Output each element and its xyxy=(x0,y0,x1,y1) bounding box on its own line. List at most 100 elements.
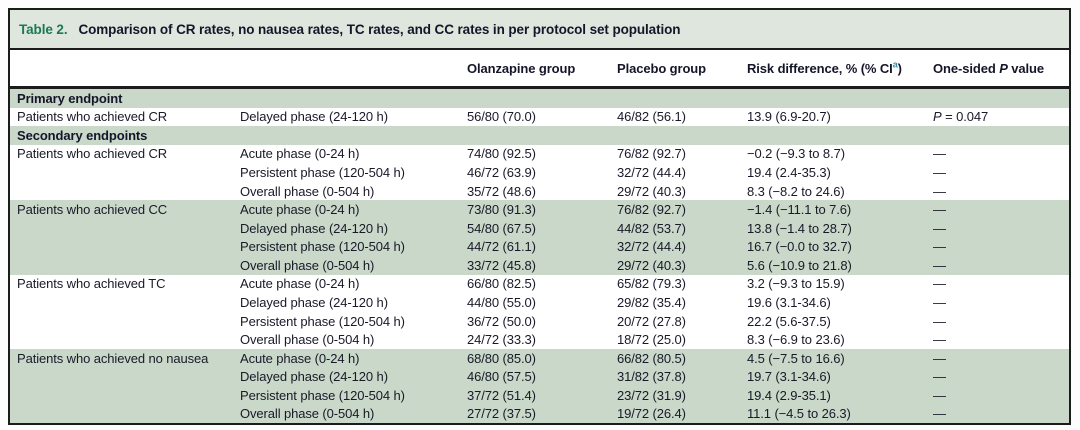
risk-difference-cell: 19.4 (2.4-35.3) xyxy=(747,165,831,181)
table-row: Delayed phase (24-120 h) 46/80 (57.5) 31/8… xyxy=(10,367,1069,386)
p-value-cell: — xyxy=(933,257,946,273)
p-value-cell: — xyxy=(933,146,946,162)
placebo-cell: 65/82 (79.3) xyxy=(617,276,686,292)
olanzapine-cell: 35/72 (48.6) xyxy=(467,183,536,199)
table-rows: Primary endpoint Patients who achieved CR… xyxy=(10,89,1069,424)
phase-cell: Persistent phase (120-504 h) xyxy=(240,165,405,181)
risk-difference-cell: −1.4 (−11.1 to 7.6) xyxy=(747,202,852,218)
placebo-cell: 32/72 (44.4) xyxy=(617,165,686,181)
p-value-cell: — xyxy=(933,183,946,199)
risk-difference-cell: 19.4 (2.9-35.1) xyxy=(747,387,831,403)
header-p-pre: One-sided xyxy=(933,60,1000,76)
header-p-post: value xyxy=(1007,60,1045,76)
risk-difference-cell: 3.2 (−9.3 to 15.9) xyxy=(747,276,845,292)
placebo-cell: 20/72 (27.8) xyxy=(617,313,686,329)
placebo-cell: 31/82 (37.8) xyxy=(617,369,686,385)
p-value-cell: — xyxy=(933,220,946,236)
phase-cell: Persistent phase (120-504 h) xyxy=(240,239,405,255)
olanzapine-cell: 33/72 (45.8) xyxy=(467,257,536,273)
placebo-cell: 66/82 (80.5) xyxy=(617,350,686,366)
table-row: Delayed phase (24-120 h) 54/80 (67.5) 44/8… xyxy=(10,218,1069,238)
table-row: Patients who achieved CR Delayed phase (2… xyxy=(10,107,1069,127)
table-row: Patients who achieved CC Acute phase (0-2… xyxy=(10,200,1069,219)
olanzapine-cell: 24/72 (33.3) xyxy=(467,332,536,348)
p-value-cell: — xyxy=(933,350,946,366)
risk-difference-cell: 19.7 (3.1-34.6) xyxy=(747,369,831,385)
olanzapine-cell: 56/80 (70.0) xyxy=(467,109,536,125)
risk-difference-cell: 4.5 (−7.5 to 16.6) xyxy=(747,350,845,366)
table-2: Table 2. Comparison of CR rates, no naus… xyxy=(8,8,1071,425)
header-risk-close: ) xyxy=(897,60,902,76)
header-risk-difference: Risk difference, % (% CIa) xyxy=(747,61,933,76)
header-row: Olanzapine group Placebo group Risk diff… xyxy=(10,50,1069,89)
risk-difference-cell: 13.8 (−1.4 to 28.7) xyxy=(747,220,852,236)
phase-cell: Overall phase (0-504 h) xyxy=(240,406,375,422)
placebo-cell: 32/72 (44.4) xyxy=(617,239,686,255)
phase-cell: Overall phase (0-504 h) xyxy=(240,183,375,199)
p-value-cell: — xyxy=(933,276,946,292)
p-value-cell: — xyxy=(933,165,946,181)
placebo-cell: 44/82 (53.7) xyxy=(617,220,686,236)
table-row: Patients who achieved no nausea Acute pha… xyxy=(10,348,1069,368)
section-label: Secondary endpoints xyxy=(17,127,148,143)
risk-difference-cell: 22.2 (5.6-37.5) xyxy=(747,313,831,329)
table-row: Persistent phase (120-504 h) 37/72 (51.4)… xyxy=(10,386,1069,405)
olanzapine-cell: 37/72 (51.4) xyxy=(467,387,536,403)
table-row: Delayed phase (24-120 h) 44/80 (55.0) 29/8… xyxy=(10,293,1069,312)
table-row: Persistent phase (120-504 h) 44/72 (61.1)… xyxy=(10,237,1069,257)
placebo-cell: 29/82 (35.4) xyxy=(617,294,686,310)
olanzapine-cell: 27/72 (37.5) xyxy=(467,406,536,422)
endpoint-cell: Patients who achieved TC xyxy=(17,276,166,292)
endpoint-cell: Patients who achieved CR xyxy=(17,146,168,162)
p-value-cell: — xyxy=(933,406,946,422)
table-number: Table 2. xyxy=(19,21,68,37)
placebo-cell: 19/72 (26.4) xyxy=(617,406,686,422)
phase-cell: Overall phase (0-504 h) xyxy=(240,257,375,273)
risk-difference-cell: 16.7 (−0.0 to 32.7) xyxy=(747,239,852,255)
placebo-cell: 29/72 (40.3) xyxy=(617,183,686,199)
olanzapine-cell: 66/80 (82.5) xyxy=(467,276,536,292)
phase-cell: Persistent phase (120-504 h) xyxy=(240,387,405,403)
endpoint-cell: Patients who achieved no nausea xyxy=(17,350,209,366)
p-value-cell: — xyxy=(933,313,946,329)
olanzapine-cell: 73/80 (91.3) xyxy=(467,202,536,218)
phase-cell: Overall phase (0-504 h) xyxy=(240,332,375,348)
olanzapine-cell: 44/80 (55.0) xyxy=(467,294,536,310)
p-value-cell: — xyxy=(933,294,946,310)
phase-cell: Delayed phase (24-120 h) xyxy=(240,294,388,310)
table-row: Patients who achieved TC Acute phase (0-2… xyxy=(10,274,1069,294)
header-p-value: One-sided P value xyxy=(933,61,1069,76)
table-body: Olanzapine group Placebo group Risk diff… xyxy=(10,50,1069,424)
phase-cell: Acute phase (0-24 h) xyxy=(240,350,360,366)
endpoint-cell: Patients who achieved CR xyxy=(17,109,168,125)
header-placebo: Placebo group xyxy=(617,60,706,76)
table-row: Persistent phase (120-504 h) 46/72 (63.9)… xyxy=(10,163,1069,182)
olanzapine-cell: 68/80 (85.0) xyxy=(467,350,536,366)
risk-difference-cell: 13.9 (6.9-20.7) xyxy=(747,109,831,125)
risk-difference-cell: 11.1 (−4.5 to 26.3) xyxy=(747,406,851,422)
table-row: Patients who achieved CR Acute phase (0-2… xyxy=(10,144,1069,164)
placebo-cell: 23/72 (31.9) xyxy=(617,387,686,403)
placebo-cell: 29/72 (40.3) xyxy=(617,257,686,273)
placebo-cell: 76/82 (92.7) xyxy=(617,146,686,162)
phase-cell: Acute phase (0-24 h) xyxy=(240,146,360,162)
olanzapine-cell: 46/80 (57.5) xyxy=(467,369,536,385)
risk-difference-cell: 19.6 (3.1-34.6) xyxy=(747,294,831,310)
p-value-cell: P = 0.047 xyxy=(933,109,989,125)
risk-difference-cell: 5.6 (−10.9 to 21.8) xyxy=(747,257,852,273)
olanzapine-cell: 74/80 (92.5) xyxy=(467,146,536,162)
section-row: Secondary endpoints xyxy=(10,126,1069,145)
phase-cell: Delayed phase (24-120 h) xyxy=(240,109,388,125)
phase-cell: Acute phase (0-24 h) xyxy=(240,276,360,292)
table-row: Overall phase (0-504 h) 33/72 (45.8) 29/72… xyxy=(10,256,1069,275)
olanzapine-cell: 46/72 (63.9) xyxy=(467,165,536,181)
phase-cell: Acute phase (0-24 h) xyxy=(240,202,360,218)
table-row: Persistent phase (120-504 h) 36/72 (50.0)… xyxy=(10,311,1069,331)
risk-difference-cell: −0.2 (−9.3 to 8.7) xyxy=(747,146,845,162)
table-row: Overall phase (0-504 h) 27/72 (37.5) 19/72… xyxy=(10,404,1069,424)
p-value-cell: — xyxy=(933,239,946,255)
table-caption: Table 2. Comparison of CR rates, no naus… xyxy=(10,10,1069,50)
header-risk-text: Risk difference, % (% CI xyxy=(747,60,893,76)
p-value-cell: — xyxy=(933,387,946,403)
